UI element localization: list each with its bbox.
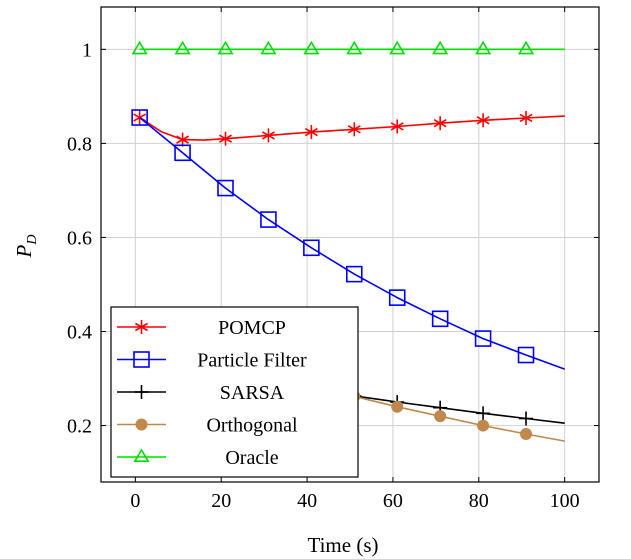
data-point	[345, 265, 363, 283]
y-axis-label-sub: D	[25, 235, 40, 246]
data-point	[260, 40, 277, 55]
data-point	[174, 40, 191, 55]
data-point	[303, 239, 320, 257]
data-point	[434, 410, 447, 423]
data-point	[260, 211, 277, 228]
legend-entry: Particle Filter	[117, 350, 307, 372]
legend-entry: Orthogonal	[117, 415, 298, 437]
data-point	[476, 113, 490, 128]
series-line	[139, 116, 565, 370]
legend-entry: POMCP	[117, 317, 286, 339]
data-point	[217, 40, 234, 55]
data-point	[520, 428, 533, 441]
legend-marker	[133, 351, 150, 368]
x-tick-label: 20	[211, 490, 231, 512]
y-tick-label: 1	[82, 39, 92, 61]
data-point	[390, 119, 404, 134]
data-point	[131, 109, 148, 126]
data-point	[388, 289, 406, 306]
legend-label: Particle Filter	[197, 350, 307, 372]
x-tick-label: 100	[550, 490, 580, 512]
ticks	[101, 7, 599, 482]
legend-marker	[134, 385, 149, 399]
data-point	[433, 116, 447, 131]
data-point	[176, 132, 190, 147]
series-layer	[131, 40, 565, 442]
legend-label: Orthogonal	[206, 415, 298, 437]
y-tick-label: 0.8	[67, 133, 92, 155]
y-tick-label: 0.6	[67, 227, 92, 249]
data-point	[131, 40, 148, 55]
legend-marker	[135, 418, 148, 431]
data-point	[475, 40, 492, 55]
series-pomcp	[133, 110, 565, 147]
data-point	[347, 122, 361, 137]
data-point	[391, 400, 404, 413]
data-point	[517, 346, 535, 364]
data-point	[303, 40, 320, 55]
data-point	[474, 330, 492, 347]
legend: POMCP Particle Filter SARSA Orthogonal Oracl…	[110, 306, 359, 478]
data-point	[519, 411, 534, 426]
legend-label: SARSA	[220, 382, 285, 404]
data-point	[477, 419, 490, 432]
series-oracle	[131, 40, 565, 55]
data-point	[476, 406, 491, 421]
y-axis-label-main: P	[12, 244, 36, 258]
y-tick-label: 0.4	[67, 322, 92, 344]
data-point	[389, 40, 406, 55]
legend-entry: Oracle	[117, 447, 279, 469]
legend-label: POMCP	[218, 317, 286, 339]
x-tick-label: 0	[130, 490, 140, 512]
data-point	[346, 40, 363, 55]
legend-marker	[133, 448, 150, 463]
data-point	[517, 40, 535, 55]
data-point	[432, 40, 449, 55]
data-point	[174, 144, 191, 162]
x-tick-label: 80	[469, 490, 489, 512]
y-tick-label: 0.2	[67, 416, 92, 438]
data-point	[519, 110, 533, 125]
data-point	[304, 125, 318, 140]
series-particle-filter	[131, 109, 565, 370]
data-point	[261, 128, 275, 143]
x-tick-label: 40	[297, 490, 317, 512]
legend-label: Oracle	[225, 447, 278, 469]
data-point	[219, 131, 232, 146]
legend-marker	[135, 320, 148, 334]
x-axis-label: Time (s)	[308, 533, 379, 557]
data-point	[217, 179, 234, 197]
legend-entry: SARSA	[117, 382, 285, 404]
plot-frame	[100, 6, 600, 483]
x-tick-label: 60	[383, 490, 403, 512]
y-axis-label: PD	[12, 235, 40, 259]
tick-labels: 0 20 40 60 80 100 0.2 0.4 0.6 0.8 1	[67, 39, 580, 512]
data-point	[431, 310, 449, 328]
